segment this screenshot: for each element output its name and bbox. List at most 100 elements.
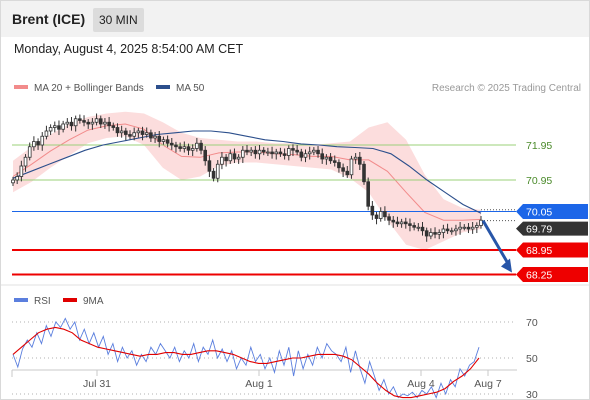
candle-down xyxy=(395,221,400,225)
candle-down xyxy=(199,142,203,151)
candle-up xyxy=(61,123,65,130)
candle-down xyxy=(341,167,345,172)
candle-down xyxy=(345,170,350,176)
candle-down xyxy=(291,148,295,151)
candle-up xyxy=(65,121,70,125)
price-chart: MA 20 + Bollinger Bands MA 50 Research ©… xyxy=(1,83,589,399)
x-axis-tick-label: Aug 4 xyxy=(407,378,435,390)
bollinger-bands xyxy=(12,111,482,250)
candle-down xyxy=(36,141,40,146)
candle-down xyxy=(174,144,178,148)
candle-up xyxy=(303,153,308,158)
candle-up xyxy=(48,127,53,132)
level-tag-pivot xyxy=(516,204,588,219)
candle-down xyxy=(295,149,299,153)
candle-down xyxy=(466,226,471,230)
ma50-line-group xyxy=(12,130,482,214)
candle-down xyxy=(169,142,174,146)
level-label-pivot: 70.05 xyxy=(526,207,552,219)
last-price-label: 69.79 xyxy=(526,224,552,236)
candle-down xyxy=(328,156,333,162)
ma20-legend-swatch xyxy=(14,85,28,89)
ma9-legend-label: 9MA xyxy=(83,296,104,307)
candle-up xyxy=(274,151,279,155)
level-tag-support xyxy=(516,242,588,258)
candle-down xyxy=(337,162,341,169)
candle-up xyxy=(132,132,136,137)
rsi-level-label: 30 xyxy=(526,389,538,399)
candle-down xyxy=(78,118,82,121)
candle-up xyxy=(94,118,99,123)
candle-up xyxy=(195,142,199,149)
candle-up xyxy=(470,226,475,230)
candle-down xyxy=(358,156,362,165)
candle-down xyxy=(124,130,128,135)
candle-up xyxy=(458,226,462,230)
candle-up xyxy=(73,118,78,127)
price-legend: MA 20 + Bollinger Bands MA 50 Research ©… xyxy=(14,83,581,94)
candle-down xyxy=(107,121,111,127)
credit-text: Research © 2025 Trading Central xyxy=(432,83,581,94)
candle-down xyxy=(224,156,228,162)
candle-up xyxy=(462,226,467,229)
candle-down xyxy=(374,214,379,219)
candle-up xyxy=(257,149,262,155)
candle-down xyxy=(420,226,425,232)
candle-up xyxy=(266,151,270,154)
candle-up xyxy=(136,130,141,134)
candle-up xyxy=(23,156,28,167)
candle-down xyxy=(245,149,249,153)
candle-up xyxy=(190,148,195,151)
datetime-label: Monday, August 4, 2025 8:54:00 AM CET xyxy=(14,42,244,56)
candle-down xyxy=(178,146,182,149)
candle-down xyxy=(211,170,216,179)
candle-up xyxy=(11,179,15,184)
level-label-support: 68.25 xyxy=(526,270,552,282)
x-axis-tick-label: Aug 7 xyxy=(474,378,502,390)
ma20-legend-label: MA 20 + Bollinger Bands xyxy=(34,83,144,94)
candle-up xyxy=(27,146,32,158)
candle-down xyxy=(261,149,266,153)
candle-up xyxy=(479,219,483,226)
candle-down xyxy=(387,216,391,221)
candle-down xyxy=(445,228,450,232)
candle-down xyxy=(366,181,370,207)
ma50-line xyxy=(12,130,482,214)
price-level-tags: 71.95 70.95 68.95 68.25 69.79 70.05 xyxy=(516,140,588,282)
candle-down xyxy=(391,219,396,223)
level-label-resistance: 71.95 xyxy=(526,140,552,152)
ma9-line xyxy=(12,326,480,399)
instrument-title: Brent (ICE) xyxy=(12,11,86,27)
rsi-line xyxy=(12,317,480,399)
level-label-resistance: 70.95 xyxy=(526,175,552,187)
candle-down xyxy=(299,151,304,158)
rsi-legend-label: RSI xyxy=(34,296,51,307)
candle-up xyxy=(32,141,36,148)
candle-up xyxy=(90,121,95,125)
candle-down xyxy=(128,134,132,137)
x-axis-tick-label: Jul 31 xyxy=(83,378,111,390)
interval-badge[interactable]: 30 MIN xyxy=(93,8,144,32)
projection-arrow xyxy=(481,219,512,273)
candle-down xyxy=(86,121,91,125)
candle-down xyxy=(270,151,274,155)
candle-down xyxy=(403,221,408,225)
candle-up xyxy=(52,125,57,128)
candle-down xyxy=(149,132,153,139)
candle-down xyxy=(115,127,120,134)
candle-up xyxy=(153,135,157,139)
candle-up xyxy=(454,228,458,232)
candle-up xyxy=(215,163,220,179)
rsi-level-label: 70 xyxy=(526,317,538,329)
candle-up xyxy=(220,156,224,165)
bollinger-band-area xyxy=(13,111,481,250)
candle-down xyxy=(186,146,191,151)
candle-up xyxy=(416,226,421,229)
candle-up xyxy=(19,165,24,177)
candle-up xyxy=(441,228,446,233)
ma50-legend-label: MA 50 xyxy=(176,83,205,94)
rsi-legend: RSI 9MA xyxy=(14,296,104,307)
candle-down xyxy=(111,125,116,128)
candle-down xyxy=(69,121,74,127)
